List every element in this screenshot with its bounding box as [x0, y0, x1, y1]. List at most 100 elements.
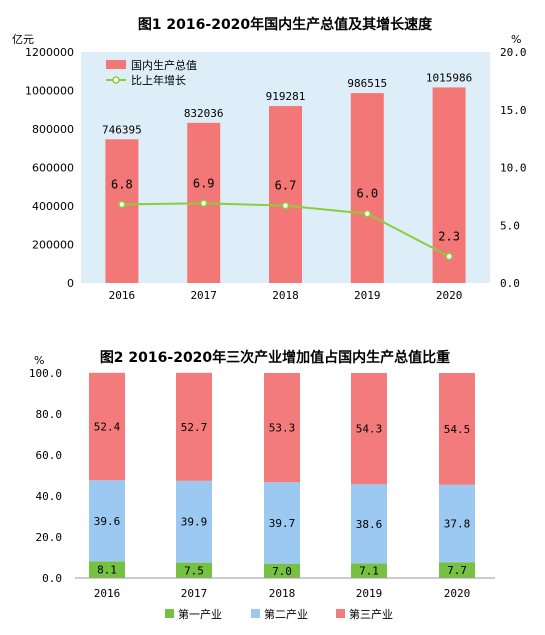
chart2-segment [89, 480, 125, 562]
chart2-x-tick-label: 2020 [444, 587, 471, 600]
chart1-gdp-bar [350, 93, 384, 284]
chart1-left-tick-label: 1200000 [25, 46, 74, 59]
chart1-right-tick-label: 10.0 [500, 162, 527, 175]
chart2-segment [351, 373, 387, 485]
chart2-segment-label: 39.7 [269, 517, 296, 530]
chart1-x-tick-label: 2019 [354, 289, 381, 302]
chart1-gdp-label: 986515 [347, 77, 387, 90]
chart2-x-tick-label: 2017 [181, 587, 208, 600]
chart2-legend-primary-swatch [165, 609, 174, 618]
chart1-growth-point [281, 201, 290, 210]
chart1-left-axis-ticks: 0 200000 400000 600000 800000 1000000 1200000 [25, 46, 74, 290]
chart2-legend-tertiary-label: 第三产业 [349, 607, 393, 621]
chart1-gdp-label: 832036 [184, 107, 224, 120]
chart1-gdp-label: 919281 [266, 90, 306, 103]
chart2-segment-label: 38.6 [356, 518, 383, 531]
chart2-x-tick-label: 2019 [356, 587, 383, 600]
chart2-segment-label: 39.6 [94, 515, 121, 528]
chart1-legend-bar-swatch [106, 60, 126, 69]
chart1-left-tick-label: 800000 [32, 123, 74, 136]
chart2-y-axis-ticks: 0.0 20.0 40.0 60.0 80.0 100.0 [29, 367, 62, 585]
chart1: 图1 2016-2020年国内生产总值及其增长速度 亿元 % 0 200000 40… [12, 16, 527, 302]
chart1-right-unit: % [511, 33, 521, 46]
chart1-left-tick-label: 0 [67, 277, 74, 290]
chart1-x-tick-label: 2020 [436, 289, 463, 302]
chart1-growth-label: 6.9 [193, 176, 215, 190]
chart1-left-tick-label: 200000 [32, 239, 74, 252]
chart2-segment-label: 54.5 [444, 423, 471, 436]
chart2-legend-primary-label: 第一产业 [178, 607, 222, 621]
chart2-segment-label: 54.3 [356, 423, 383, 436]
chart2-segment [176, 372, 212, 481]
chart2-legend-tertiary-swatch [336, 609, 345, 618]
chart1-x-tick-label: 2018 [272, 289, 299, 302]
chart2-y-tick-label: 80.0 [36, 408, 63, 421]
chart2-segment [439, 484, 475, 563]
chart1-left-tick-label: 400000 [32, 200, 74, 213]
chart1-growth-point [199, 199, 208, 208]
chart2-y-tick-label: 40.0 [36, 490, 63, 503]
chart1-left-tick-label: 600000 [32, 162, 74, 175]
chart2-segment-label: 52.7 [181, 421, 208, 434]
chart1-right-tick-label: 5.0 [500, 219, 520, 232]
chart2-legend-secondary-label: 第二产业 [264, 607, 308, 621]
chart2-y-tick-label: 60.0 [36, 449, 63, 462]
chart2-legend: 第一产业 第二产业 第三产业 [165, 607, 393, 621]
chart2-segment [264, 373, 300, 483]
chart2-y-tick-label: 20.0 [36, 531, 63, 544]
chart1-left-tick-label: 1000000 [25, 85, 74, 98]
chart2-segment-label: 7.7 [447, 564, 467, 577]
chart2-segment [264, 482, 300, 564]
chart1-gdp-label: 1015986 [426, 71, 472, 84]
chart2-segment-label: 52.4 [94, 421, 121, 434]
chart2-segment-label: 7.5 [184, 564, 204, 577]
chart1-left-unit: 亿元 [12, 33, 34, 46]
chart2: 图2 2016-2020年三次产业增加值占国内生产总值比重 % 0.0 20.0 4… [29, 349, 495, 621]
chart2-segment [89, 372, 125, 481]
chart2-segment-label: 37.8 [444, 517, 471, 530]
chart1-right-axis-ticks: 0.0 5.0 10.0 15.0 20.0 [500, 46, 527, 290]
chart1-legend-line-marker [112, 76, 120, 84]
chart2-segment [439, 373, 475, 485]
chart1-growth-label: 6.7 [275, 179, 297, 193]
chart2-y-tick-label: 0.0 [42, 572, 62, 585]
chart2-data-labels: 8.1 39.6 52.4 7.5 39.9 52.7 7.0 39.7 53.3 7.1 38.6… [94, 421, 471, 578]
chart1-x-tick-label: 2016 [109, 289, 136, 302]
chart1-gdp-bar [269, 106, 302, 283]
chart1-growth-point [118, 200, 126, 209]
chart1-right-tick-label: 0.0 [500, 277, 520, 290]
chart1-growth-point [363, 209, 372, 218]
chart1-bars [105, 87, 466, 284]
chart2-segment [351, 484, 387, 564]
chart2-segment [264, 563, 300, 578]
chart2-x-tick-label: 2016 [94, 587, 121, 600]
chart1-legend-bar-label: 国内生产总值 [131, 58, 197, 72]
chart1-gdp-bar [105, 139, 139, 283]
chart1-bar-labels: 746395 832036 919281 986515 1015986 [102, 71, 472, 136]
chart1-growth-line [118, 199, 453, 261]
chart1-right-tick-label: 20.0 [500, 46, 527, 59]
chart2-segment-label: 8.1 [97, 564, 117, 577]
chart2-y-tick-label: 100.0 [29, 367, 62, 380]
chart1-growth-labels: 6.8 6.9 6.7 6.0 2.3 [111, 176, 460, 243]
chart1-x-tick-label: 2017 [190, 289, 217, 302]
chart2-legend-secondary-swatch [251, 609, 260, 618]
chart2-segment [351, 563, 387, 578]
chart1-gdp-label: 746395 [102, 123, 142, 136]
chart2-segment [176, 562, 212, 578]
chart2-segment [439, 562, 475, 578]
chart1-legend: 国内生产总值 比上年增长 [106, 58, 197, 87]
chart1-title: 图1 2016-2020年国内生产总值及其增长速度 [138, 16, 433, 33]
chart1-x-axis-ticks: 2016 2017 2018 2019 2020 [109, 289, 463, 302]
chart1-growth-label: 6.8 [111, 177, 133, 191]
chart2-segment-label: 39.9 [181, 516, 208, 529]
chart2-segment-label: 7.1 [359, 565, 379, 578]
chart2-segment-label: 7.0 [272, 565, 292, 578]
chart2-unit: % [34, 354, 44, 367]
chart2-x-axis-ticks: 2016 2017 2018 2019 2020 [94, 587, 471, 600]
chart2-title: 图2 2016-2020年三次产业增加值占国内生产总值比重 [100, 349, 450, 366]
chart1-legend-line-label: 比上年增长 [131, 73, 186, 87]
chart2-x-tick-label: 2018 [269, 587, 296, 600]
chart1-right-tick-label: 15.0 [500, 104, 527, 117]
chart2-stacked-bars [89, 372, 475, 578]
